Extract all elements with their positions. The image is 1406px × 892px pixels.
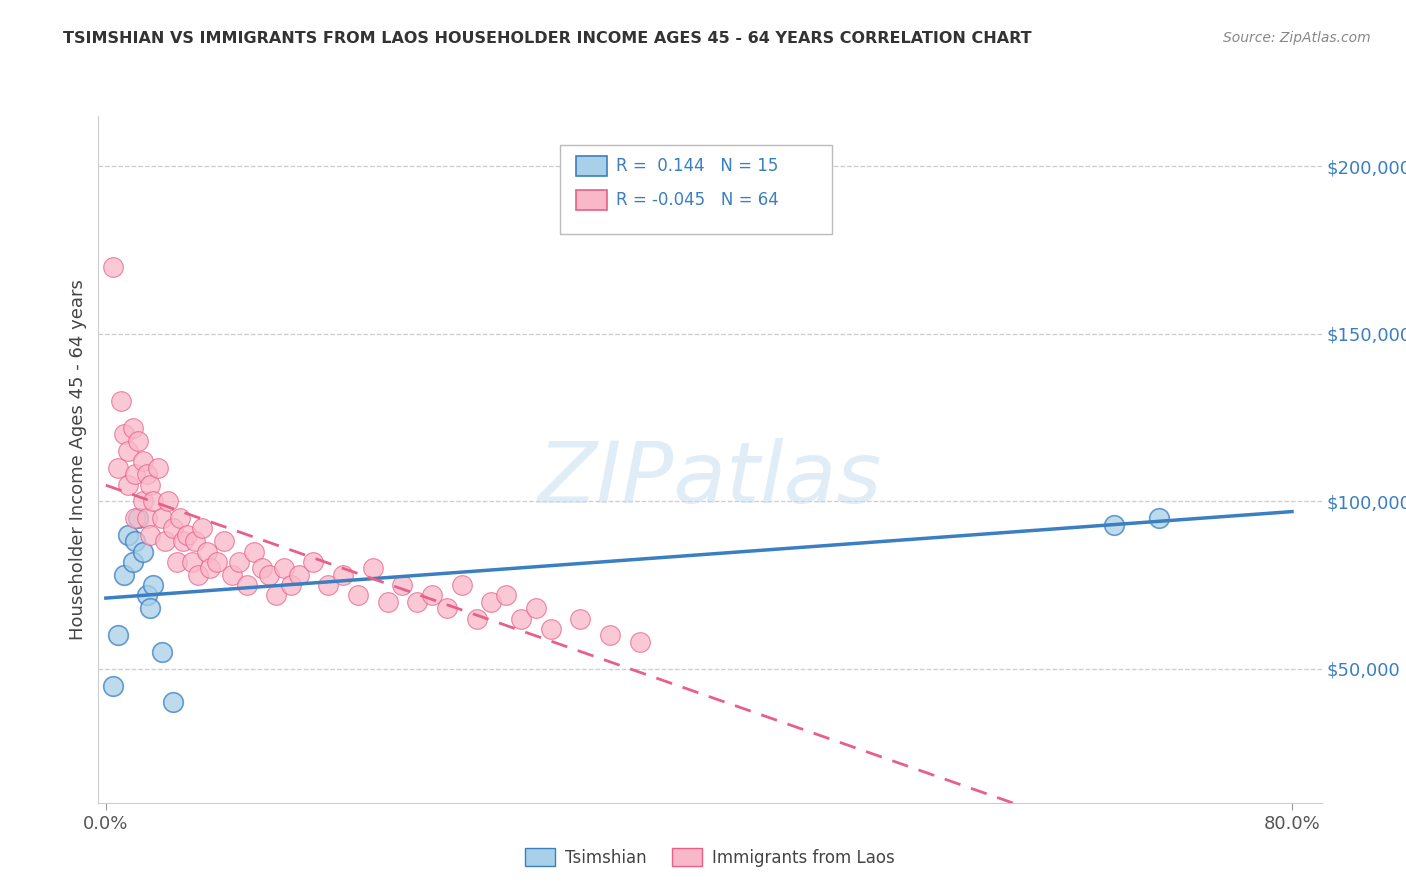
Point [195, 544, 218, 558]
Point [221, 568, 243, 582]
Point [628, 635, 651, 649]
Point [243, 544, 266, 558]
Point [479, 595, 502, 609]
Point [132, 494, 155, 508]
Point [121, 420, 143, 434]
Point [316, 578, 339, 592]
Point [273, 561, 295, 575]
Point [266, 588, 288, 602]
Point [117, 528, 139, 542]
Point [180, 555, 202, 569]
Point [127, 434, 149, 448]
Point [124, 467, 146, 482]
Point [110, 393, 132, 408]
Point [127, 511, 149, 525]
Point [162, 521, 184, 535]
Point [569, 611, 592, 625]
Point [187, 568, 209, 582]
Point [132, 544, 155, 558]
Point [172, 534, 194, 549]
Point [136, 588, 159, 602]
Point [361, 561, 384, 575]
Point [347, 588, 370, 602]
Point [136, 511, 159, 525]
Point [205, 555, 228, 569]
Point [436, 601, 458, 615]
Text: R =  0.144   N = 15: R = 0.144 N = 15 [616, 157, 778, 175]
Legend: Tsimshian, Immigrants from Laos: Tsimshian, Immigrants from Laos [519, 841, 901, 873]
Point [124, 534, 146, 549]
Point [139, 477, 162, 491]
Point [228, 555, 250, 569]
Point [139, 601, 162, 615]
Point [198, 561, 221, 575]
Point [157, 494, 180, 508]
Text: R = -0.045   N = 64: R = -0.045 N = 64 [616, 191, 779, 209]
Point [257, 568, 280, 582]
Point [184, 534, 207, 549]
Point [235, 578, 257, 592]
Point [162, 695, 184, 709]
Point [250, 561, 273, 575]
Point [150, 645, 173, 659]
Point [214, 534, 236, 549]
Point [280, 578, 302, 592]
Point [465, 611, 488, 625]
Point [150, 511, 173, 525]
Point [139, 528, 162, 542]
Point [103, 679, 125, 693]
Point [169, 511, 191, 525]
Point [1102, 517, 1125, 532]
Point [146, 460, 169, 475]
Point [495, 588, 517, 602]
Text: TSIMSHIAN VS IMMIGRANTS FROM LAOS HOUSEHOLDER INCOME AGES 45 - 64 YEARS CORRELAT: TSIMSHIAN VS IMMIGRANTS FROM LAOS HOUSEH… [63, 31, 1032, 46]
Point [302, 555, 325, 569]
Point [332, 568, 354, 582]
Point [510, 611, 533, 625]
Point [391, 578, 413, 592]
Point [136, 467, 159, 482]
Point [117, 444, 139, 458]
Point [377, 595, 399, 609]
Point [191, 521, 214, 535]
Point [166, 555, 188, 569]
Point [176, 528, 198, 542]
Point [599, 628, 621, 642]
Point [117, 477, 139, 491]
Point [142, 494, 165, 508]
Point [132, 454, 155, 468]
Point [107, 628, 129, 642]
Text: Source: ZipAtlas.com: Source: ZipAtlas.com [1223, 31, 1371, 45]
Y-axis label: Householder Income Ages 45 - 64 years: Householder Income Ages 45 - 64 years [69, 279, 87, 640]
Point [112, 568, 135, 582]
Text: ZIPatlas: ZIPatlas [538, 439, 882, 522]
Point [142, 578, 165, 592]
Point [420, 588, 443, 602]
Point [1147, 511, 1170, 525]
Point [107, 460, 129, 475]
Point [406, 595, 429, 609]
Point [112, 427, 135, 442]
Point [153, 534, 176, 549]
Point [103, 260, 125, 274]
Point [450, 578, 472, 592]
Point [540, 622, 562, 636]
Point [524, 601, 547, 615]
Point [287, 568, 309, 582]
Point [121, 555, 143, 569]
Point [124, 511, 146, 525]
